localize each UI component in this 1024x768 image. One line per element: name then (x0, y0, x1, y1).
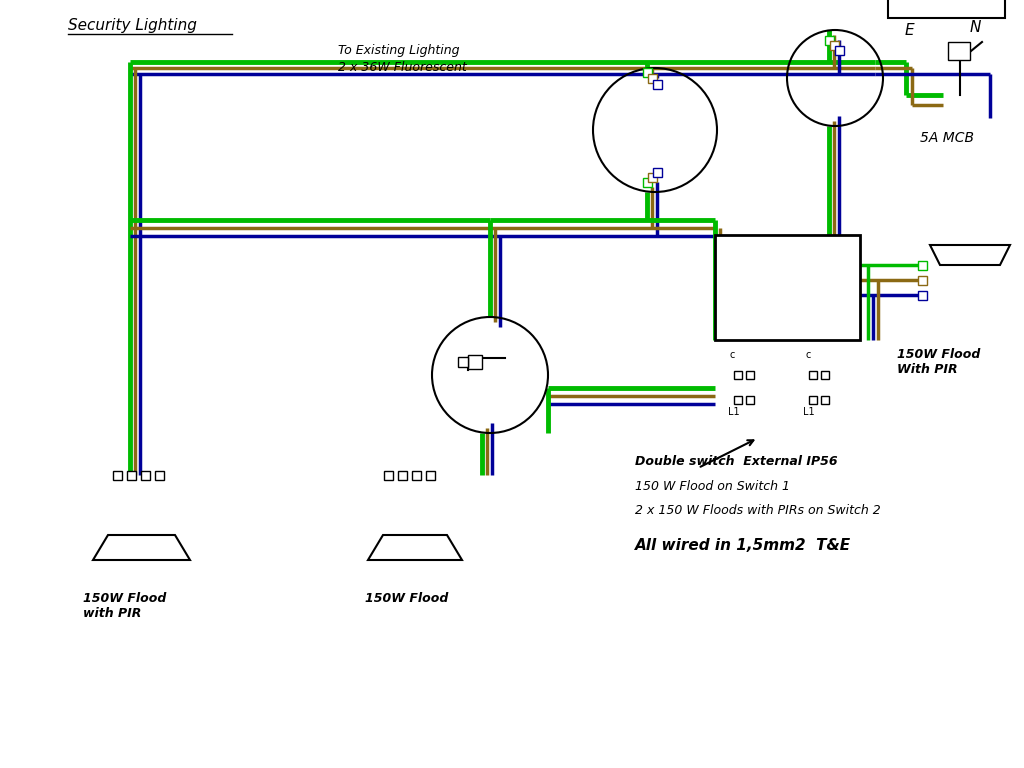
Text: Double switch  External IP56: Double switch External IP56 (635, 455, 838, 468)
Bar (809, 371, 817, 379)
Bar (412, 471, 421, 479)
Bar (458, 357, 468, 367)
Bar (426, 471, 434, 479)
Bar (652, 80, 662, 88)
Text: 150W Flood
With PIR: 150W Flood With PIR (897, 348, 980, 376)
Bar (734, 396, 742, 404)
Text: c: c (730, 350, 735, 360)
Bar (468, 355, 482, 369)
Text: 5A MCB: 5A MCB (920, 131, 974, 145)
Bar (829, 41, 839, 49)
Bar (647, 74, 656, 82)
Bar (642, 177, 651, 187)
Bar (888, 0, 1005, 18)
Text: L1: L1 (728, 407, 739, 417)
Bar (746, 396, 754, 404)
Bar (384, 471, 392, 479)
Bar (642, 68, 651, 77)
Bar (746, 371, 754, 379)
Bar (647, 173, 656, 181)
Bar (140, 471, 150, 479)
Bar (821, 371, 829, 379)
Bar (715, 235, 860, 340)
Bar (809, 396, 817, 404)
Bar (824, 35, 834, 45)
Text: All wired in 1,5mm2  T&E: All wired in 1,5mm2 T&E (635, 538, 851, 553)
Bar (918, 290, 927, 300)
Bar (821, 396, 829, 404)
Bar (948, 42, 970, 60)
Text: L1: L1 (803, 407, 815, 417)
Bar (155, 471, 164, 479)
Bar (835, 45, 844, 55)
Text: Security Lighting: Security Lighting (68, 18, 197, 33)
Bar (397, 471, 407, 479)
Bar (127, 471, 135, 479)
Text: E: E (905, 23, 914, 38)
Text: c: c (805, 350, 810, 360)
Text: To Existing Lighting
2 x 36W Fluorescent: To Existing Lighting 2 x 36W Fluorescent (338, 44, 467, 74)
Bar (918, 260, 927, 270)
Bar (734, 371, 742, 379)
Bar (652, 167, 662, 177)
Text: 150 W Flood on Switch 1: 150 W Flood on Switch 1 (635, 480, 790, 493)
Text: 150W Flood
with PIR: 150W Flood with PIR (83, 592, 166, 620)
Text: 150W Flood: 150W Flood (365, 592, 449, 605)
Bar (113, 471, 122, 479)
Text: N: N (970, 20, 981, 35)
Bar (918, 276, 927, 284)
Text: 2 x 150 W Floods with PIRs on Switch 2: 2 x 150 W Floods with PIRs on Switch 2 (635, 504, 881, 517)
